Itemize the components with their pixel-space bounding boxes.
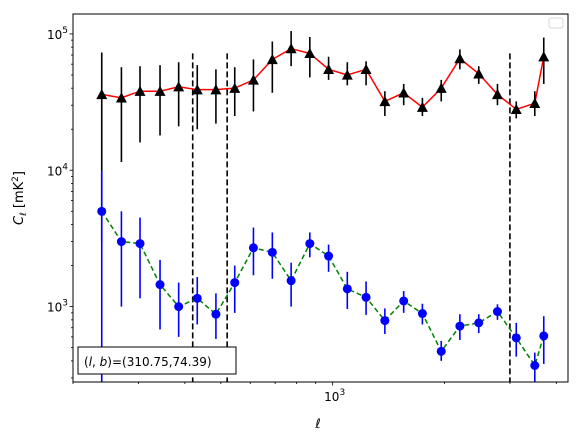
data-point	[530, 360, 540, 370]
data-point	[474, 318, 484, 328]
plot-background	[73, 14, 568, 382]
data-point	[96, 88, 108, 100]
data-point	[285, 43, 297, 54]
y-tick-label: 103	[47, 299, 68, 315]
data-point	[97, 206, 107, 216]
data-point	[342, 284, 352, 294]
x-axis-label: ℓ	[314, 417, 320, 432]
data-point	[491, 88, 503, 100]
data-point	[399, 296, 409, 306]
data-point	[286, 276, 296, 286]
data-point	[267, 247, 277, 257]
data-point	[360, 63, 372, 75]
y-axis-label: Cℓ [mK2]	[11, 171, 29, 225]
data-point	[380, 316, 390, 326]
data-point	[210, 84, 222, 95]
data-point	[229, 82, 241, 93]
y-tick-label: 105	[47, 26, 68, 42]
y-tick-label: 104	[47, 162, 68, 178]
data-point	[455, 321, 465, 331]
plot-frame	[72, 13, 569, 383]
data-point	[510, 103, 522, 114]
legend-box	[548, 17, 564, 29]
data-point	[115, 92, 127, 103]
data-point	[416, 101, 428, 112]
data-point	[134, 85, 146, 96]
data-point	[361, 292, 371, 302]
data-point	[529, 97, 541, 108]
data-point	[454, 53, 466, 64]
data-point	[154, 85, 166, 96]
vertical-dashed-lines	[191, 53, 511, 382]
data-point	[304, 47, 316, 59]
data-point	[266, 53, 278, 65]
data-point	[135, 239, 145, 249]
data-point	[173, 81, 185, 92]
data-point	[155, 280, 165, 290]
data-point	[436, 346, 446, 356]
data-point	[247, 74, 259, 85]
data-point	[324, 251, 334, 261]
data-point	[230, 278, 240, 288]
data-point	[341, 69, 353, 80]
data-point	[192, 293, 202, 303]
data-point	[539, 331, 549, 341]
data-point	[473, 68, 485, 79]
series-1	[96, 31, 550, 242]
data-point	[323, 63, 335, 75]
annotation-frame	[77, 346, 237, 375]
series-2	[97, 170, 549, 382]
data-point	[191, 84, 203, 95]
data-point	[305, 239, 315, 249]
data-point	[511, 333, 521, 343]
data-point	[211, 309, 221, 319]
data-point	[398, 87, 410, 98]
data-point	[492, 307, 502, 317]
data-point	[417, 309, 427, 319]
data-point	[116, 237, 126, 247]
data-point	[174, 302, 184, 312]
annotation-box: (l, b)=(310.75,74.39)	[77, 346, 237, 375]
data-point	[248, 243, 258, 253]
x-tick-label: 103	[324, 388, 345, 404]
series-layer	[96, 31, 550, 382]
data-point	[435, 82, 447, 93]
data-point	[538, 51, 550, 62]
annotation-label: (l, b)=(310.75,74.39)	[84, 355, 212, 369]
data-point	[379, 95, 391, 107]
